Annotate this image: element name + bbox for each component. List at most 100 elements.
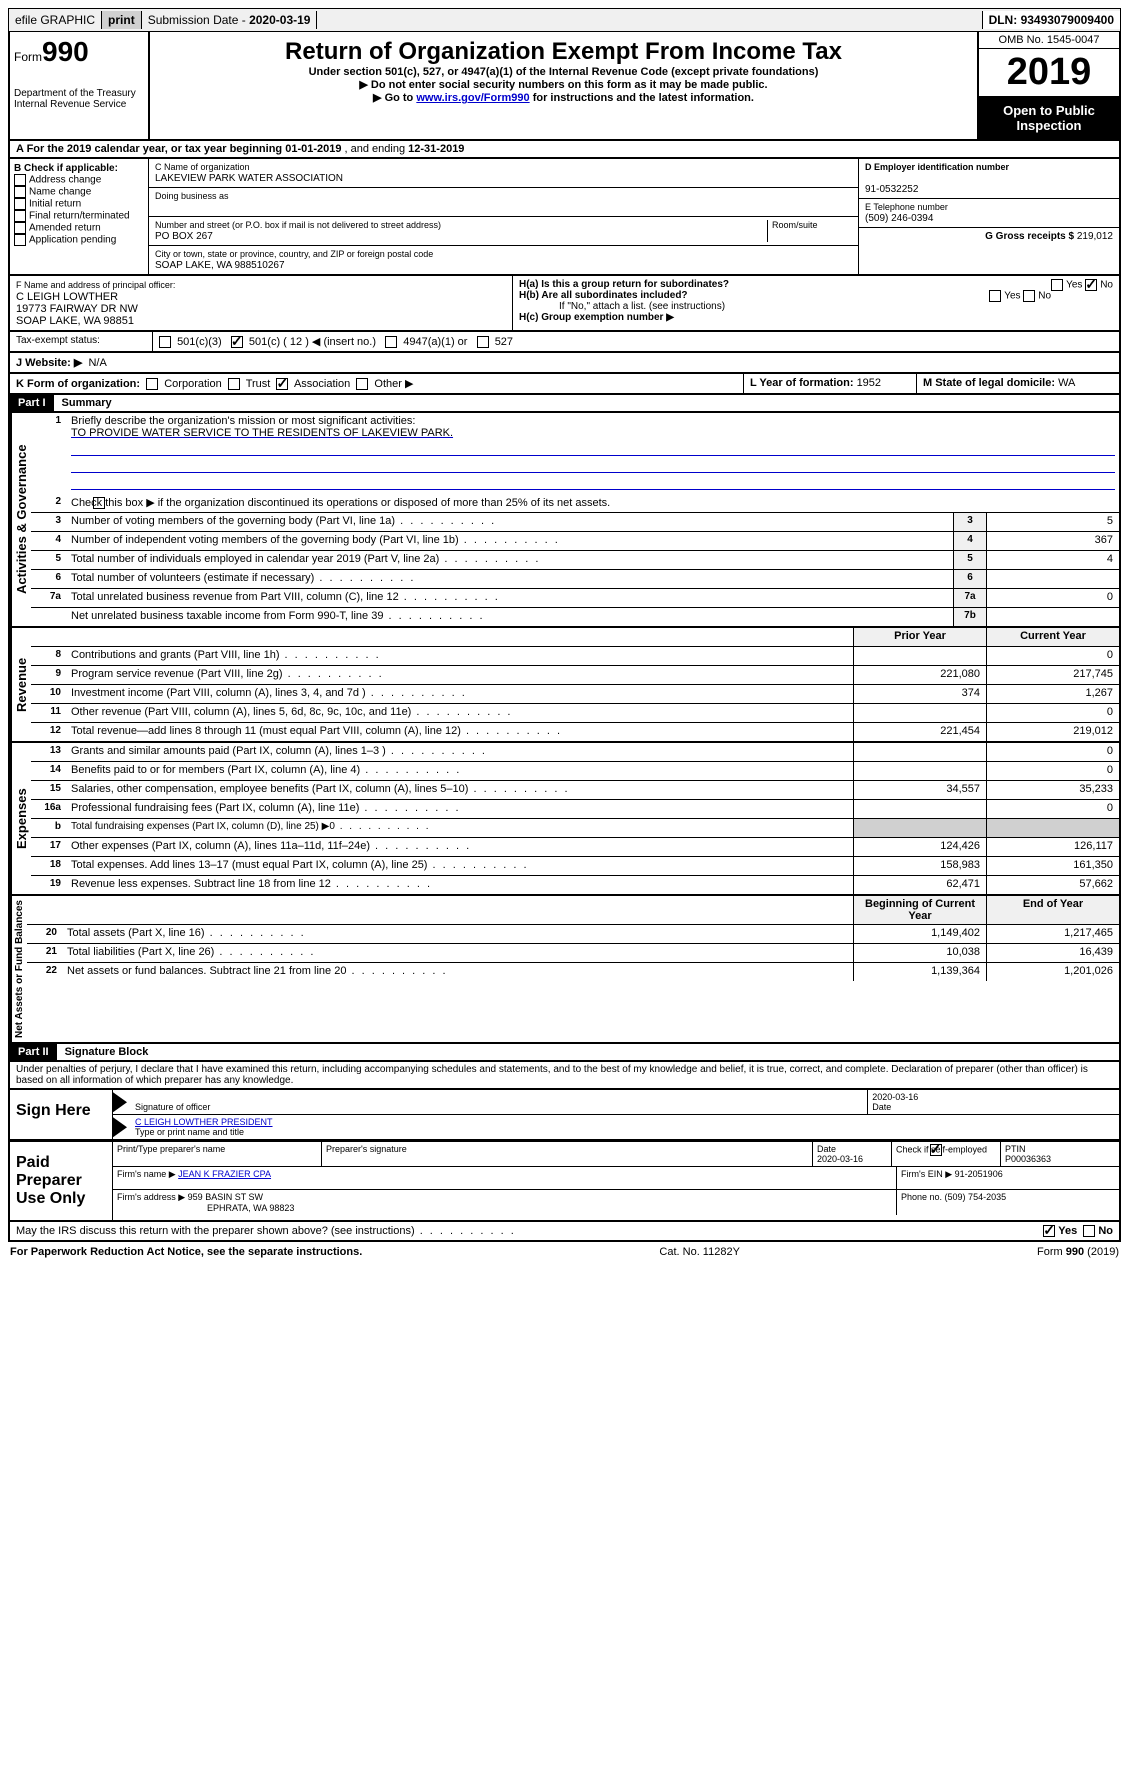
summary-line: 18Total expenses. Add lines 13–17 (must … <box>31 857 1119 876</box>
vert-expenses: Expenses <box>10 743 31 894</box>
cb-corp[interactable] <box>146 378 158 390</box>
cb-discontinued[interactable] <box>93 497 105 509</box>
discuss-row: May the IRS discuss this return with the… <box>8 1222 1121 1242</box>
top-spacer <box>317 18 981 22</box>
efile-label: efile GRAPHIC <box>9 11 102 29</box>
ha-no[interactable] <box>1085 279 1097 291</box>
omb-number: OMB No. 1545-0047 <box>979 32 1119 49</box>
mission-text: TO PROVIDE WATER SERVICE TO THE RESIDENT… <box>71 427 1115 439</box>
summary-line: 15Salaries, other compensation, employee… <box>31 781 1119 800</box>
arrow-icon <box>113 1117 127 1137</box>
section-b: B Check if applicable: Address change Na… <box>10 159 149 274</box>
arrow-icon <box>113 1092 127 1112</box>
governance-section: Activities & Governance 1 Briefly descri… <box>8 413 1121 628</box>
form-note1: ▶ Do not enter social security numbers o… <box>156 78 971 91</box>
summary-line: 17Other expenses (Part IX, column (A), l… <box>31 838 1119 857</box>
checkbox-amended[interactable] <box>14 222 26 234</box>
sign-here-section: Sign Here Signature of officer 2020-03-1… <box>8 1090 1121 1142</box>
summary-line: 20Total assets (Part X, line 16)1,149,40… <box>27 925 1119 944</box>
part1-header: Part I Summary <box>8 395 1121 413</box>
irs-label: Internal Revenue Service <box>14 99 144 110</box>
ein: 91-0532252 <box>865 184 918 195</box>
ha-yes[interactable] <box>1051 279 1063 291</box>
firm-name-link[interactable]: JEAN K FRAZIER CPA <box>178 1169 271 1179</box>
org-name: LAKEVIEW PARK WATER ASSOCIATION <box>155 173 343 184</box>
discuss-yes[interactable] <box>1043 1225 1055 1237</box>
form990-link[interactable]: www.irs.gov/Form990 <box>416 92 529 104</box>
cb-trust[interactable] <box>228 378 240 390</box>
form-number: 990 <box>42 36 89 67</box>
header-center: Return of Organization Exempt From Incom… <box>150 32 977 139</box>
cb-501c3[interactable] <box>159 336 171 348</box>
website-value: N/A <box>88 357 106 369</box>
row-a: A For the 2019 calendar year, or tax yea… <box>8 141 1121 159</box>
checkbox-address-change[interactable] <box>14 174 26 186</box>
revenue-section: Revenue Prior Year Current Year 8Contrib… <box>8 628 1121 743</box>
open-public: Open to Public Inspection <box>979 97 1119 139</box>
netassets-section: Net Assets or Fund Balances Beginning of… <box>8 896 1121 1044</box>
summary-line: 13Grants and similar amounts paid (Part … <box>31 743 1119 762</box>
vert-governance: Activities & Governance <box>10 413 31 626</box>
part2-header: Part II Signature Block <box>8 1044 1121 1062</box>
tax-year: 2019 <box>979 49 1119 97</box>
checkbox-pending[interactable] <box>14 234 26 246</box>
summary-line: 7aTotal unrelated business revenue from … <box>31 589 1119 608</box>
summary-line: Net unrelated business taxable income fr… <box>31 608 1119 626</box>
org-address: PO BOX 267 <box>155 231 213 242</box>
summary-line: 14Benefits paid to or for members (Part … <box>31 762 1119 781</box>
website-row: J Website: ▶ N/A <box>8 353 1121 374</box>
header-left: Form990 Department of the Treasury Inter… <box>10 32 150 139</box>
summary-line: 9Program service revenue (Part VIII, lin… <box>31 666 1119 685</box>
officer-name-link[interactable]: C LEIGH LOWTHER PRESIDENT <box>135 1117 273 1127</box>
org-city: SOAP LAKE, WA 988510267 <box>155 260 285 271</box>
checkbox-initial-return[interactable] <box>14 198 26 210</box>
phone: (509) 246-0394 <box>865 213 933 224</box>
summary-line: 6Total number of volunteers (estimate if… <box>31 570 1119 589</box>
hb-yes[interactable] <box>989 290 1001 302</box>
print-button[interactable]: print <box>102 11 142 29</box>
dept-treasury: Department of the Treasury <box>14 88 144 99</box>
summary-line: 11Other revenue (Part VIII, column (A), … <box>31 704 1119 723</box>
hb-no[interactable] <box>1023 290 1035 302</box>
checkbox-final-return[interactable] <box>14 210 26 222</box>
sign-here-label: Sign Here <box>10 1090 113 1139</box>
summary-line: 19Revenue less expenses. Subtract line 1… <box>31 876 1119 894</box>
discuss-no[interactable] <box>1083 1225 1095 1237</box>
row-fh: F Name and address of principal officer:… <box>8 276 1121 332</box>
submission-date: Submission Date - 2020-03-19 <box>142 11 318 29</box>
summary-line: 8Contributions and grants (Part VIII, li… <box>31 647 1119 666</box>
footer: For Paperwork Reduction Act Notice, see … <box>8 1242 1121 1262</box>
summary-line: bTotal fundraising expenses (Part IX, co… <box>31 819 1119 838</box>
section-c: C Name of organization LAKEVIEW PARK WAT… <box>149 159 858 274</box>
top-bar: efile GRAPHIC print Submission Date - 20… <box>8 8 1121 32</box>
cb-self-employed[interactable] <box>930 1144 942 1156</box>
paid-preparer-section: Paid Preparer Use Only Print/Type prepar… <box>8 1142 1121 1222</box>
tax-status-row: Tax-exempt status: 501(c)(3) 501(c) ( 12… <box>8 332 1121 353</box>
row-klm: K Form of organization: Corporation Trus… <box>8 374 1121 395</box>
summary-line: 4Number of independent voting members of… <box>31 532 1119 551</box>
cb-527[interactable] <box>477 336 489 348</box>
expenses-section: Expenses 13Grants and similar amounts pa… <box>8 743 1121 896</box>
section-deg: D Employer identification number 91-0532… <box>858 159 1119 274</box>
form-title: Return of Organization Exempt From Incom… <box>156 38 971 66</box>
form-note2: ▶ Go to www.irs.gov/Form990 for instruct… <box>156 91 971 104</box>
cb-4947[interactable] <box>385 336 397 348</box>
paid-preparer-label: Paid Preparer Use Only <box>10 1142 113 1220</box>
form-subtitle: Under section 501(c), 527, or 4947(a)(1)… <box>156 66 971 78</box>
dln: DLN: 93493079009400 <box>982 11 1120 29</box>
entity-block: B Check if applicable: Address change Na… <box>8 159 1121 276</box>
checkbox-name-change[interactable] <box>14 186 26 198</box>
officer-name: C LEIGH LOWTHER <box>16 291 118 303</box>
summary-line: 3Number of voting members of the governi… <box>31 513 1119 532</box>
cb-assoc[interactable] <box>276 378 288 390</box>
summary-line: 5Total number of individuals employed in… <box>31 551 1119 570</box>
summary-line: 12Total revenue—add lines 8 through 11 (… <box>31 723 1119 741</box>
cb-501c[interactable] <box>231 336 243 348</box>
form-header: Form990 Department of the Treasury Inter… <box>8 32 1121 141</box>
cb-other[interactable] <box>356 378 368 390</box>
perjury-text: Under penalties of perjury, I declare th… <box>8 1062 1121 1090</box>
vert-revenue: Revenue <box>10 628 31 741</box>
summary-line: 16aProfessional fundraising fees (Part I… <box>31 800 1119 819</box>
vert-netassets: Net Assets or Fund Balances <box>10 896 27 1042</box>
summary-line: 10Investment income (Part VIII, column (… <box>31 685 1119 704</box>
